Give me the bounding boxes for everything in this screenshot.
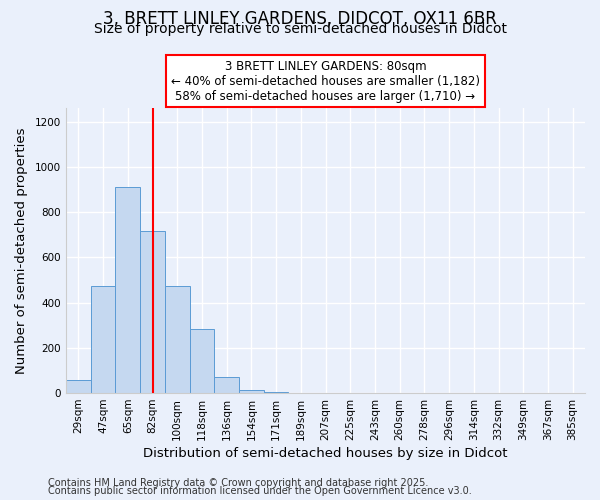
Bar bbox=[140, 232, 165, 393]
Text: Size of property relative to semi-detached houses in Didcot: Size of property relative to semi-detach… bbox=[94, 22, 506, 36]
Bar bbox=[66, 380, 91, 393]
Y-axis label: Number of semi-detached properties: Number of semi-detached properties bbox=[15, 128, 28, 374]
Text: 3, BRETT LINLEY GARDENS, DIDCOT, OX11 6BR: 3, BRETT LINLEY GARDENS, DIDCOT, OX11 6B… bbox=[103, 10, 497, 28]
Bar bbox=[165, 286, 190, 393]
Bar bbox=[190, 328, 214, 393]
Bar bbox=[264, 392, 289, 393]
X-axis label: Distribution of semi-detached houses by size in Didcot: Distribution of semi-detached houses by … bbox=[143, 447, 508, 460]
Bar bbox=[214, 377, 239, 393]
Bar bbox=[239, 390, 264, 393]
Bar bbox=[115, 188, 140, 393]
Text: Contains public sector information licensed under the Open Government Licence v3: Contains public sector information licen… bbox=[48, 486, 472, 496]
Bar bbox=[91, 286, 115, 393]
Text: 3 BRETT LINLEY GARDENS: 80sqm
← 40% of semi-detached houses are smaller (1,182)
: 3 BRETT LINLEY GARDENS: 80sqm ← 40% of s… bbox=[171, 60, 480, 102]
Text: Contains HM Land Registry data © Crown copyright and database right 2025.: Contains HM Land Registry data © Crown c… bbox=[48, 478, 428, 488]
